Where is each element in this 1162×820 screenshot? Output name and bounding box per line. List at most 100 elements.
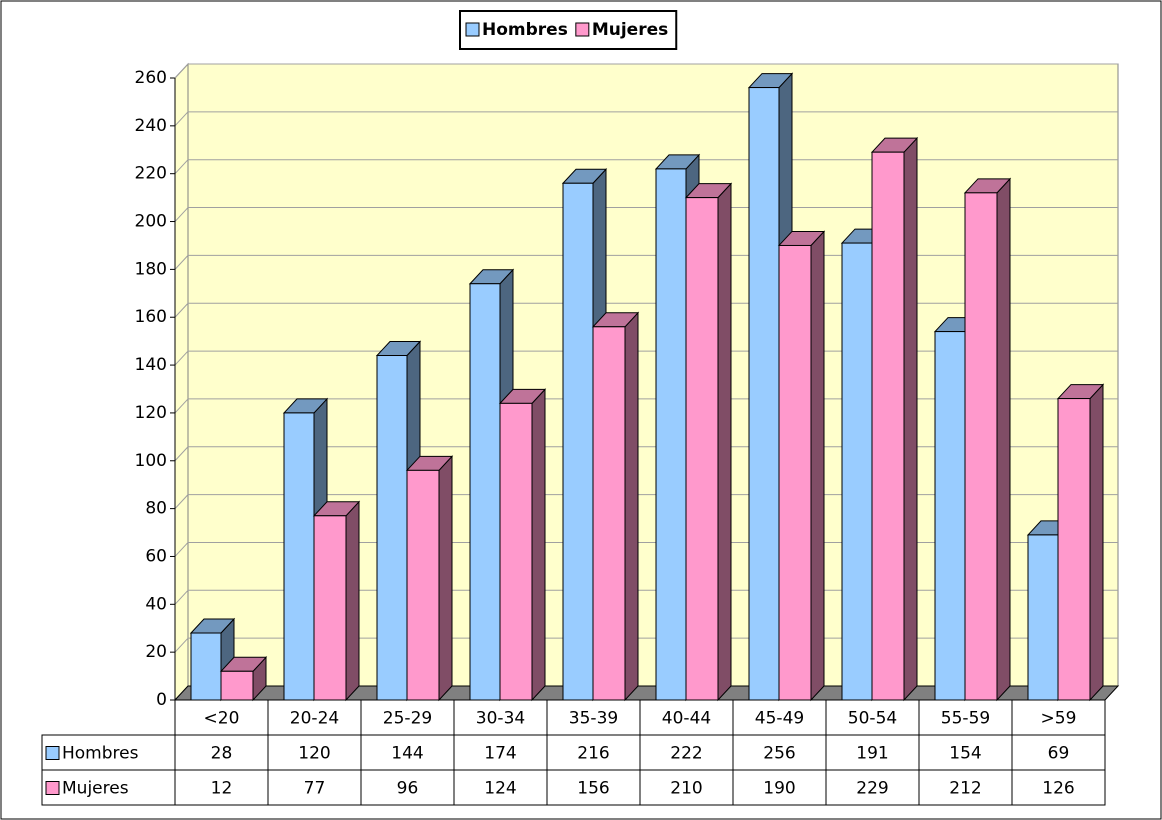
grid-line — [174, 589, 189, 605]
grid-line — [174, 207, 189, 222]
data-label: 216 — [577, 744, 609, 764]
data-label: 96 — [397, 779, 419, 799]
bar-front — [685, 197, 719, 701]
legend-swatch — [465, 22, 480, 37]
bar — [405, 455, 454, 702]
bar — [498, 388, 547, 702]
x-tick-label: >59 — [1041, 709, 1077, 729]
table-row-label: Hombres — [62, 744, 139, 764]
bar-front — [934, 331, 966, 701]
data-label: 77 — [304, 779, 326, 799]
x-tick-label: 25-29 — [383, 709, 432, 729]
bar-front — [655, 168, 687, 701]
data-label: 126 — [1042, 779, 1074, 799]
legend — [459, 10, 678, 50]
data-label: 28 — [211, 744, 233, 764]
data-label: 190 — [763, 779, 795, 799]
bar-side — [624, 311, 639, 702]
bar-front — [469, 283, 501, 701]
data-label: 256 — [763, 744, 795, 764]
data-label: 229 — [856, 779, 888, 799]
data-label: 210 — [670, 779, 702, 799]
y-tick-label: 40 — [145, 594, 167, 614]
data-label: 174 — [484, 744, 516, 764]
grid-line — [174, 398, 189, 414]
y-tick-label: 120 — [135, 403, 167, 423]
y-tick-label: 140 — [135, 355, 167, 375]
bar-front — [748, 87, 780, 701]
y-tick-label: 260 — [135, 68, 167, 88]
grid-line — [174, 446, 189, 462]
legend-label: Hombres — [482, 20, 568, 40]
bar-side — [903, 136, 918, 702]
bar — [684, 182, 733, 702]
x-tick-label: 20-24 — [290, 709, 339, 729]
bar-front — [406, 469, 440, 701]
y-tick-label: 240 — [135, 116, 167, 136]
legend-swatch — [45, 746, 60, 760]
bar-front — [190, 632, 222, 701]
bar — [1056, 383, 1105, 702]
bar-side — [1089, 383, 1104, 702]
bar — [312, 500, 361, 702]
bar-front — [871, 151, 905, 701]
bar-front — [376, 355, 408, 701]
data-label: 124 — [484, 779, 516, 799]
bar — [777, 230, 826, 702]
bar — [591, 311, 640, 702]
data-label: 154 — [949, 744, 981, 764]
bar-front — [283, 412, 315, 701]
bar-front — [778, 244, 812, 701]
legend-swatch — [45, 781, 60, 795]
y-tick-label: 180 — [135, 259, 167, 279]
y-tick-label: 100 — [135, 451, 167, 471]
bar-side — [717, 182, 732, 702]
bar — [963, 177, 1012, 702]
bar-front — [220, 670, 254, 701]
legend-label: Mujeres — [592, 20, 668, 40]
bar-front — [499, 402, 533, 701]
x-tick-label: 45-49 — [755, 709, 804, 729]
y-tick-label: 20 — [145, 642, 167, 662]
y-tick-label: 160 — [135, 307, 167, 327]
bar-front — [1057, 398, 1091, 701]
bar-front — [313, 515, 347, 701]
grid-line — [174, 637, 189, 653]
data-label: 191 — [856, 744, 888, 764]
y-tick-label: 200 — [135, 212, 167, 232]
data-label: 69 — [1048, 744, 1070, 764]
grid-line — [174, 63, 189, 79]
bar-side — [438, 455, 453, 702]
x-tick-label: 40-44 — [662, 709, 711, 729]
table-row-label: Mujeres — [62, 779, 129, 799]
y-tick-label: 220 — [135, 164, 167, 184]
bar-front — [592, 326, 626, 701]
bar-side — [810, 230, 825, 702]
bar — [870, 136, 919, 702]
bar-front — [841, 242, 873, 701]
x-tick-label: 50-54 — [848, 709, 897, 729]
legend-swatch — [575, 22, 590, 37]
grid-line — [174, 350, 189, 366]
x-tick-label: 55-59 — [941, 709, 990, 729]
data-label: 222 — [670, 744, 702, 764]
side-wall — [174, 62, 189, 702]
bar-front — [1027, 534, 1059, 701]
x-tick-label: 30-34 — [476, 709, 525, 729]
x-tick-label: <20 — [204, 709, 240, 729]
y-tick-label: 80 — [145, 499, 167, 519]
data-label: 120 — [298, 744, 330, 764]
bar — [219, 656, 268, 702]
bar-side — [345, 500, 360, 702]
data-label: 156 — [577, 779, 609, 799]
bar-front — [562, 182, 594, 701]
bar-side — [531, 388, 546, 702]
data-label: 212 — [949, 779, 981, 799]
grid-line — [174, 111, 189, 127]
y-tick-label: 0 — [156, 690, 167, 710]
grid-line — [174, 542, 189, 557]
bar-front — [964, 192, 998, 701]
grid-line — [174, 494, 189, 509]
grid-line — [174, 159, 189, 175]
